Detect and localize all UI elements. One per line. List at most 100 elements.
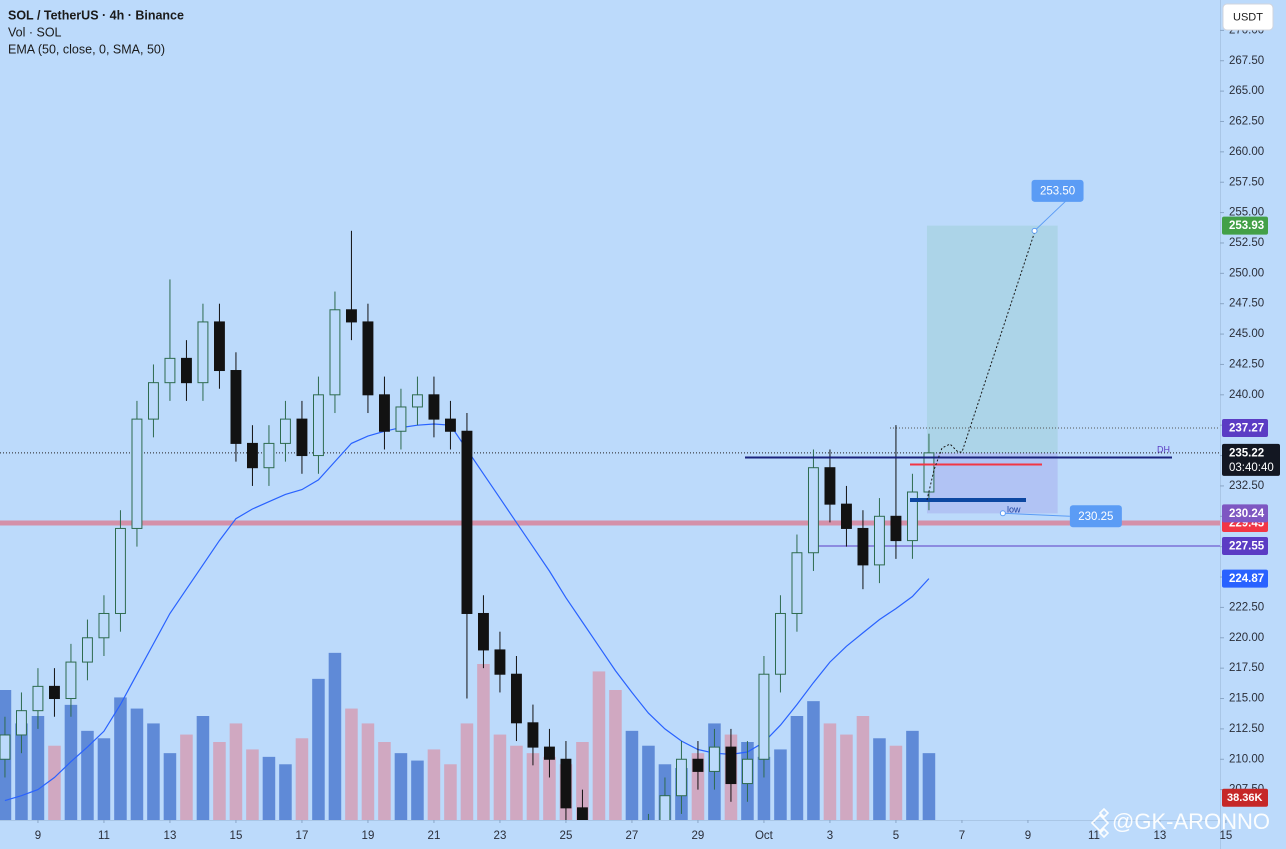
volume-bar — [790, 716, 804, 820]
candle-body — [791, 552, 803, 614]
y-tick-label: 262.50 — [1229, 116, 1264, 128]
y-tick-label: 255.00 — [1229, 207, 1264, 219]
volume-bar — [774, 749, 787, 820]
volume-bar — [262, 756, 276, 820]
y-tick-label: 212.50 — [1229, 723, 1264, 735]
candle-body — [230, 370, 242, 444]
volume-bar — [31, 716, 45, 820]
candle-body — [906, 491, 918, 542]
candle-body — [147, 382, 159, 420]
x-tick-label: 13 — [164, 830, 177, 842]
volume-bar — [48, 745, 61, 820]
callout-point — [1031, 227, 1038, 234]
x-tick-label: 5 — [893, 830, 899, 842]
candle-body — [81, 637, 93, 663]
candle-body — [477, 612, 489, 651]
volume-bar — [873, 738, 886, 820]
volume-bar — [592, 671, 606, 820]
candle-body — [576, 807, 588, 820]
y-tick-label: 267.50 — [1229, 55, 1264, 67]
candle-body — [461, 430, 473, 614]
volume-bar — [394, 753, 408, 820]
candle-body — [114, 527, 126, 614]
candle-body — [98, 612, 110, 639]
candle-body — [527, 722, 539, 748]
position-stop-zone — [926, 452, 1058, 514]
volume-bar — [229, 723, 243, 820]
candle-body — [659, 795, 671, 820]
volume-bar — [856, 716, 870, 820]
x-tick-label: 3 — [827, 830, 833, 842]
candle-body — [857, 527, 869, 566]
candle-body — [32, 685, 44, 712]
button-label[interactable]: USDT — [1233, 11, 1263, 23]
price-tag-label: 253.93 — [1229, 220, 1264, 232]
volume-bar — [543, 756, 556, 820]
price-tag — [1222, 216, 1268, 235]
candle-body — [494, 649, 506, 675]
symbol-title: SOL / TetherUS · 4h · Binance — [8, 8, 184, 22]
price-tags: 237.27235.02229.45227.55224.87253.93230.… — [1222, 216, 1280, 807]
y-tick-label: 250.00 — [1229, 267, 1264, 279]
volume-bar — [757, 756, 771, 820]
x-tick-label: 29 — [692, 830, 705, 842]
volume-bar — [642, 745, 655, 820]
candle-body — [279, 418, 291, 444]
callout-label: 230.25 — [1078, 511, 1113, 523]
candle-body — [774, 612, 786, 675]
volume-bar — [609, 690, 622, 820]
x-tick-label: 11 — [1088, 830, 1100, 842]
x-tick-label: 23 — [494, 830, 507, 842]
button-frame[interactable] — [1222, 3, 1274, 31]
volume-bar — [114, 697, 127, 820]
currency-button[interactable]: USDT — [1222, 3, 1274, 31]
volume-bar — [444, 764, 457, 820]
volume-bar — [328, 652, 342, 820]
y-tick-label: 215.00 — [1229, 693, 1264, 705]
price-tag — [1222, 537, 1268, 556]
candle-body — [840, 503, 852, 529]
x-tick-label: Oct — [755, 830, 774, 842]
legend: SOL / TetherUS · 4h · Binance Vol · SOL … — [8, 8, 184, 56]
candle-body — [873, 515, 885, 566]
plot-area — [0, 225, 1220, 820]
volume-bar — [180, 734, 193, 820]
annotation: low — [1007, 504, 1021, 514]
callout-leader — [1002, 512, 1070, 517]
x-tick-label: 9 — [35, 830, 41, 842]
volume-bar — [378, 742, 391, 820]
candle-body — [312, 394, 324, 457]
volume-bar — [246, 749, 259, 820]
candle-body — [675, 758, 687, 797]
volume-bar — [823, 723, 837, 820]
volume-bar — [427, 749, 441, 820]
candle-body — [180, 357, 192, 384]
candle-body — [428, 394, 440, 420]
y-tick-label: 210.00 — [1229, 753, 1264, 765]
price-tag — [1222, 569, 1268, 588]
candle-body — [378, 394, 390, 432]
volume-bar — [906, 730, 919, 820]
candle-body — [15, 710, 27, 736]
y-tick-label: 217.50 — [1229, 662, 1264, 674]
y-tick-label: 242.50 — [1229, 358, 1264, 370]
callout-point — [999, 510, 1006, 517]
watermark-icon — [1090, 807, 1110, 839]
x-tick-label: 21 — [428, 830, 441, 842]
volume-bar — [477, 664, 490, 820]
y-tick-label: 232.50 — [1229, 480, 1264, 492]
volume-bar — [625, 730, 639, 820]
volume-bar — [889, 745, 903, 820]
candle-body — [890, 515, 902, 542]
candle-body — [395, 406, 407, 432]
y-tick-label: 220.00 — [1229, 632, 1264, 644]
volume-bar — [576, 742, 589, 820]
candle-body — [708, 746, 720, 772]
candle-body — [263, 442, 275, 469]
volume-bar — [15, 723, 28, 820]
y-tick-label: 260.00 — [1229, 146, 1264, 158]
annotation: DH — [1157, 444, 1170, 454]
